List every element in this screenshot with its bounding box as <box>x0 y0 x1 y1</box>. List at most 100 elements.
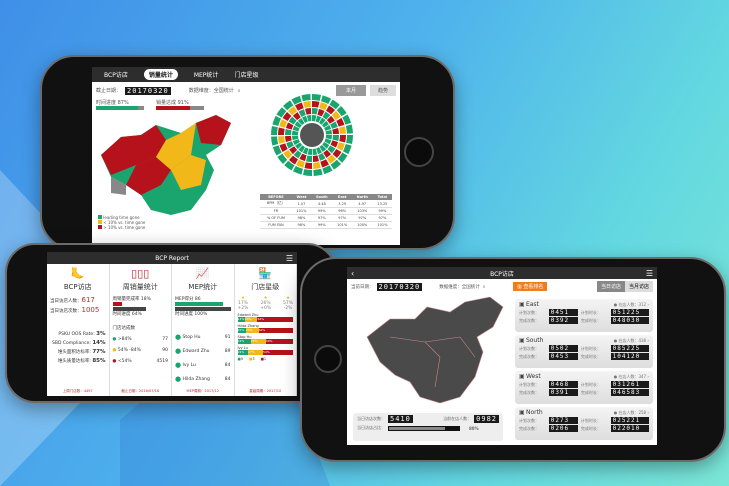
chevron-right-icon[interactable]: › <box>647 338 649 343</box>
radial-segment[interactable] <box>285 122 294 130</box>
radial-segment[interactable] <box>336 142 345 151</box>
radial-segment[interactable] <box>292 165 303 175</box>
region-card[interactable]: ▣ West ● 在店人数：347 › 计划次数： 0468 计划时长： 031261… <box>515 371 653 404</box>
region-card[interactable]: ▣ East ● 在店人数：312 › 计划次数： 0451 计划时长： 051225… <box>515 299 653 332</box>
radial-segment[interactable] <box>304 162 312 169</box>
radial-segment[interactable] <box>301 94 311 102</box>
radial-segment[interactable] <box>346 135 353 145</box>
radial-segment[interactable] <box>329 99 340 110</box>
radial-segment[interactable] <box>271 136 279 146</box>
tab-0[interactable]: BCP访店 <box>104 72 128 79</box>
radial-segment[interactable] <box>303 101 311 108</box>
radial-segment[interactable] <box>321 95 332 105</box>
radial-segment[interactable] <box>294 121 302 128</box>
tab-2[interactable]: MEP统计 <box>193 72 219 79</box>
dimension-label[interactable]: 数据维度：全国统计 <box>188 88 234 94</box>
radial-segment[interactable] <box>293 150 302 159</box>
radial-segment[interactable] <box>289 146 298 155</box>
radial-segment[interactable] <box>283 100 294 111</box>
radial-segment[interactable] <box>339 126 346 134</box>
today-toggle[interactable]: 当日访店 <box>596 281 625 292</box>
radial-segment[interactable] <box>292 112 301 121</box>
radial-segment[interactable] <box>319 117 326 125</box>
region-card[interactable]: ▣ South ● 在店人数：438 › 计划次数： 0502 计划时长： 08522… <box>515 335 653 368</box>
radial-segment[interactable] <box>272 115 282 126</box>
radial-segment[interactable] <box>298 145 305 153</box>
radial-segment[interactable] <box>320 159 329 168</box>
chevron-right-icon[interactable]: › <box>647 410 649 415</box>
radial-segment[interactable] <box>345 124 353 134</box>
report-column[interactable]: 🏪 门店星级 ★ 17% +2% ★ 26% +0% ★ 57% -2% Edward Zhu 13%… <box>235 264 297 396</box>
radial-segment[interactable] <box>336 118 345 127</box>
radial-segment[interactable] <box>318 153 326 161</box>
radial-segment[interactable] <box>332 128 339 135</box>
radial-segment[interactable] <box>287 106 298 116</box>
radial-segment[interactable] <box>288 116 297 125</box>
radial-segment[interactable] <box>322 111 331 120</box>
report-column[interactable]: 📈 MEP统计 MEP得分 86 时间进度 100% ● Stop Hu 91 ● Ed… <box>172 264 235 396</box>
radial-segment[interactable] <box>327 145 336 154</box>
radial-segment[interactable] <box>286 141 294 149</box>
radial-segment[interactable] <box>331 110 341 121</box>
tab-3[interactable]: 门店星级 <box>234 72 259 79</box>
radial-segment[interactable] <box>285 129 292 135</box>
chevron-right-icon[interactable]: › <box>647 374 649 379</box>
radial-segment[interactable] <box>271 125 278 135</box>
radial-segment[interactable] <box>326 105 336 115</box>
radial-segment[interactable] <box>326 115 335 124</box>
radial-segment[interactable] <box>342 144 352 155</box>
report-column[interactable]: ▯▯▯ 周销量统计 周销量完成率 18% 时间进度 64% 门店达成数 ● >84% 7… <box>110 264 172 396</box>
radial-segment[interactable] <box>278 136 285 144</box>
radial-segment[interactable] <box>292 125 300 132</box>
radial-segment[interactable] <box>298 109 306 117</box>
radial-segment[interactable] <box>312 101 320 108</box>
month-toggle[interactable]: 当月访店 <box>624 281 653 292</box>
radial-segment[interactable] <box>322 142 330 149</box>
radial-segment[interactable] <box>299 153 307 162</box>
radial-segment[interactable] <box>302 115 308 123</box>
menu-icon[interactable]: ☰ <box>285 253 293 263</box>
dimension-label[interactable]: 数据维度：全国统计 <box>439 285 480 290</box>
radial-segment[interactable] <box>332 149 342 159</box>
radial-segment[interactable] <box>295 102 304 111</box>
radial-segment[interactable] <box>319 144 327 152</box>
radial-segment[interactable] <box>296 159 305 168</box>
ranking-button[interactable]: ▥ 查看排名 <box>513 282 548 291</box>
radial-segment[interactable] <box>323 149 332 158</box>
radial-segment[interactable] <box>285 135 292 142</box>
tab-1[interactable]: 销量统计 <box>143 69 178 80</box>
radial-segment[interactable] <box>292 135 299 141</box>
radial-segment[interactable] <box>278 127 285 135</box>
radial-segment[interactable] <box>307 148 312 155</box>
radial-segment[interactable] <box>330 121 338 129</box>
radial-segment[interactable] <box>272 145 282 156</box>
radial-segment[interactable] <box>332 135 339 141</box>
radial-segment[interactable] <box>302 147 309 155</box>
radial-segment[interactable] <box>339 135 346 143</box>
home-button[interactable] <box>404 137 434 167</box>
month-toggle[interactable]: 本月 <box>335 85 366 96</box>
radial-segment[interactable] <box>312 155 319 162</box>
radial-segment[interactable] <box>322 165 333 175</box>
search-icon[interactable]: ⌕ <box>237 87 241 94</box>
radial-segment[interactable] <box>324 125 332 131</box>
radial-segment[interactable] <box>292 139 300 145</box>
radial-segment[interactable] <box>279 143 288 152</box>
chevron-right-icon[interactable]: › <box>647 302 649 307</box>
radial-segment[interactable] <box>295 142 303 150</box>
china-sales-map[interactable] <box>96 115 246 225</box>
trend-toggle[interactable]: 趋势 <box>369 85 396 96</box>
radial-segment[interactable] <box>284 160 295 171</box>
radial-segment[interactable] <box>330 140 339 148</box>
radial-segment[interactable] <box>291 95 302 105</box>
radial-segment[interactable] <box>321 120 329 128</box>
radial-segment[interactable] <box>325 129 332 135</box>
radial-segment[interactable] <box>282 111 292 121</box>
radial-segment[interactable] <box>292 130 299 135</box>
search-icon[interactable]: ⌕ <box>482 285 486 290</box>
radial-segment[interactable] <box>317 108 325 117</box>
radial-segment[interactable] <box>306 115 312 122</box>
radial-segment[interactable] <box>306 155 312 162</box>
radial-segment[interactable] <box>316 147 322 155</box>
radial-segment[interactable] <box>313 168 323 176</box>
